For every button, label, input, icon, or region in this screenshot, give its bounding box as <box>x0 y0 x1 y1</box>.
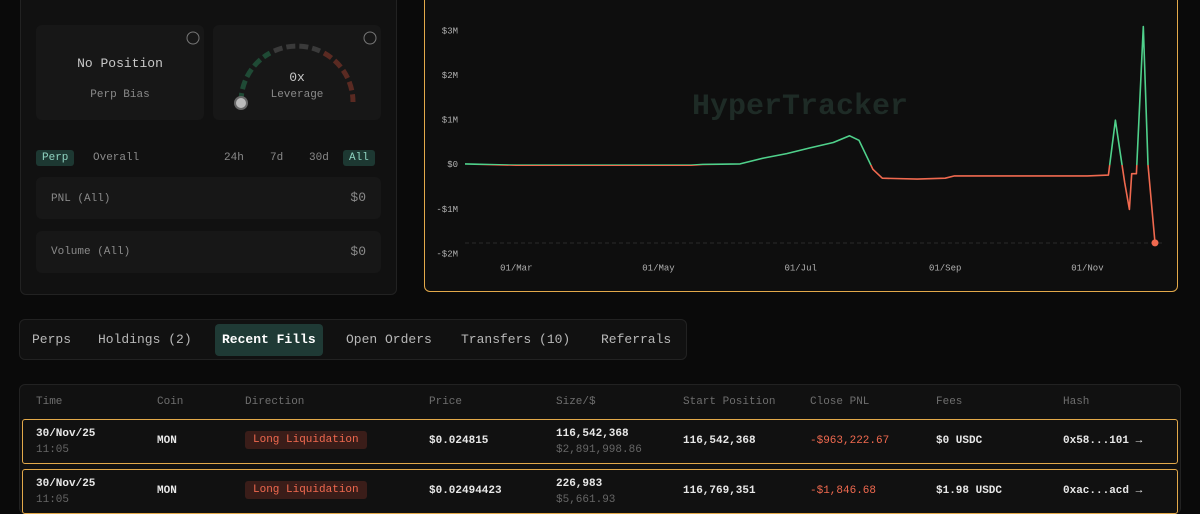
info-icon <box>363 31 377 45</box>
x-tick-label: 01/Jul <box>784 263 816 273</box>
position-card <box>36 25 204 120</box>
fill-direction: Long Liquidation <box>245 481 367 499</box>
column-header: Hash <box>1063 396 1090 408</box>
info-icon <box>186 31 200 45</box>
stat-value: $0 <box>350 244 366 259</box>
fill-size-usd: $5,661.93 <box>556 494 616 506</box>
x-tick-label: 01/Nov <box>1071 263 1104 273</box>
column-header: Start Position <box>683 396 776 408</box>
fill-fees: $1.98 USDC <box>936 485 1003 497</box>
y-tick-label: -$1M <box>436 205 458 215</box>
x-tick-label: 01/Sep <box>929 263 961 273</box>
column-header: Time <box>36 396 63 408</box>
fill-coin: MON <box>157 435 177 447</box>
fill-size-usd: $2,891,998.86 <box>556 444 642 456</box>
position-title: No Position <box>77 56 163 71</box>
leverage-value: 0x <box>289 70 305 85</box>
position-label: Perp Bias <box>90 89 150 101</box>
chart: HyperTracker $3M $2M $1M $0 -$1M -$2M 01/Mar 01… <box>436 25 1165 273</box>
page: {"left_panel":{"position_card":{"title":… <box>19 0 1181 514</box>
y-tick-label: $0 <box>447 160 458 170</box>
tab[interactable]: Perps <box>32 332 72 347</box>
fill-date: 30/Nov/25 <box>36 478 96 490</box>
scope-tab[interactable]: Perp <box>36 150 75 166</box>
column-header: Size/$ <box>556 396 596 408</box>
watermark: HyperTracker <box>692 90 908 124</box>
tab[interactable]: Open Orders <box>346 332 432 347</box>
pnl-line <box>464 25 1156 243</box>
column-header: Coin <box>157 396 184 408</box>
y-tick-label: $3M <box>442 26 458 36</box>
range-tab[interactable]: 7d <box>270 152 284 164</box>
x-tick-label: 01/Mar <box>500 263 532 273</box>
tab-bar <box>19 319 687 360</box>
stat-row <box>36 177 381 219</box>
fill-size: 226,983 <box>556 478 603 490</box>
fill-date: 30/Nov/25 <box>36 428 96 440</box>
fill-fees: $0 USDC <box>936 435 983 447</box>
fill-row[interactable] <box>22 469 1178 514</box>
gauge-arc <box>322 50 356 103</box>
fill-hash[interactable]: 0x58...101 → <box>1063 435 1143 447</box>
fill-close-pnl: -$1,846.68 <box>810 485 877 497</box>
fill-row[interactable] <box>22 419 1178 464</box>
gauge-knob <box>234 96 248 110</box>
tab[interactable]: Referrals <box>601 332 672 347</box>
fill-coin: MON <box>157 485 177 497</box>
stat-label: PNL (All) <box>51 193 111 205</box>
fill-start-position: 116,769,351 <box>683 485 756 497</box>
gauge-arc <box>272 43 322 54</box>
range-tab[interactable]: All <box>343 150 375 166</box>
leverage-label: Leverage <box>270 89 324 101</box>
fill-time: 11:05 <box>36 494 70 506</box>
fill-close-pnl: -$963,222.67 <box>810 435 890 447</box>
column-header: Fees <box>936 396 963 408</box>
scope-tab[interactable]: Overall <box>93 152 140 164</box>
column-header: Direction <box>245 396 305 408</box>
tab[interactable]: Transfers (10) <box>461 332 571 347</box>
card-icons <box>186 31 377 110</box>
tab[interactable]: Holdings (2) <box>98 332 192 347</box>
range-tab[interactable]: 24h <box>224 152 244 164</box>
fill-size: 116,542,368 <box>556 428 629 440</box>
column-header: Price <box>429 396 463 408</box>
x-tick-label: 01/May <box>642 263 675 273</box>
tab[interactable]: Recent Fills <box>215 324 323 356</box>
y-tick-label: $2M <box>442 71 458 81</box>
fill-price: $0.024815 <box>429 435 489 447</box>
stat-row <box>36 231 381 273</box>
y-tick-label: -$2M <box>436 249 458 259</box>
fill-direction: Long Liquidation <box>245 431 367 449</box>
column-header: Close PNL <box>810 396 870 408</box>
stat-value: $0 <box>350 190 366 205</box>
fill-start-position: 116,542,368 <box>683 435 756 447</box>
fill-time: 11:05 <box>36 444 70 456</box>
stat-label: Volume (All) <box>51 246 131 258</box>
y-tick-label: $1M <box>442 116 458 126</box>
end-point <box>1151 239 1159 247</box>
fill-price: $0.02494423 <box>429 485 502 497</box>
fill-hash[interactable]: 0xac...acd → <box>1063 485 1143 497</box>
range-tab[interactable]: 30d <box>309 152 329 164</box>
